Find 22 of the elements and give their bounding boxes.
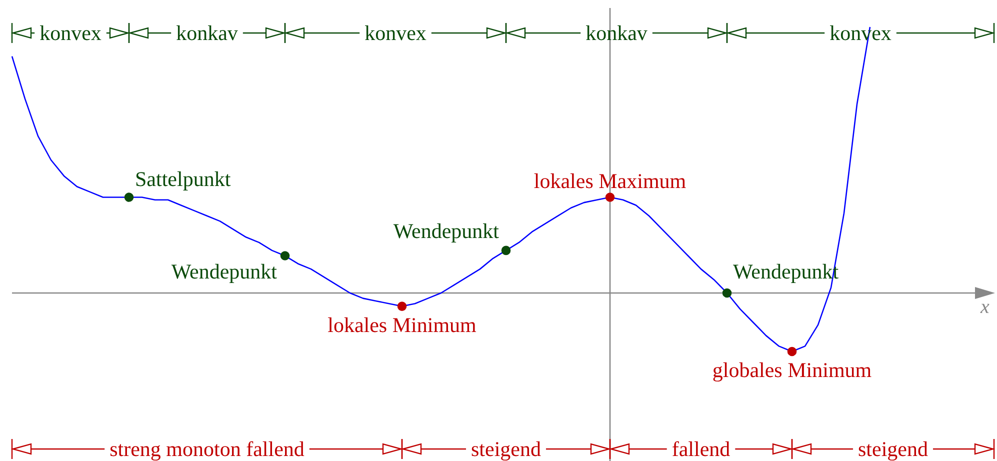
text: fallend bbox=[672, 437, 731, 461]
annotation: lokales Minimum bbox=[328, 312, 476, 337]
point bbox=[787, 346, 797, 356]
text: steigend bbox=[471, 437, 542, 461]
annotation: konvex bbox=[40, 21, 102, 45]
point bbox=[397, 302, 407, 311]
annotation: konkav bbox=[176, 21, 238, 45]
annotation: konvex bbox=[364, 21, 427, 45]
point bbox=[605, 192, 615, 202]
text: globales Minimum bbox=[712, 358, 872, 382]
text: steigend bbox=[858, 437, 928, 461]
point bbox=[722, 288, 732, 298]
point bbox=[501, 246, 511, 256]
text: x bbox=[980, 296, 990, 318]
text: streng monoton fallend bbox=[110, 437, 305, 461]
annotation: Sattelpunkt bbox=[135, 166, 231, 191]
annotation: konkav bbox=[586, 21, 648, 45]
point bbox=[124, 192, 134, 202]
annotation: lokales Maximum bbox=[534, 168, 686, 193]
annotation: Wendepunkt bbox=[171, 259, 278, 284]
point bbox=[280, 251, 290, 260]
annotation: Wendepunkt bbox=[393, 218, 500, 243]
